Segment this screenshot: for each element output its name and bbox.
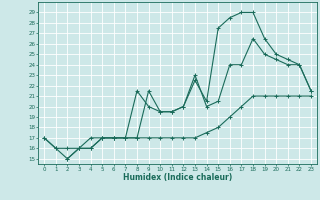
X-axis label: Humidex (Indice chaleur): Humidex (Indice chaleur): [123, 173, 232, 182]
